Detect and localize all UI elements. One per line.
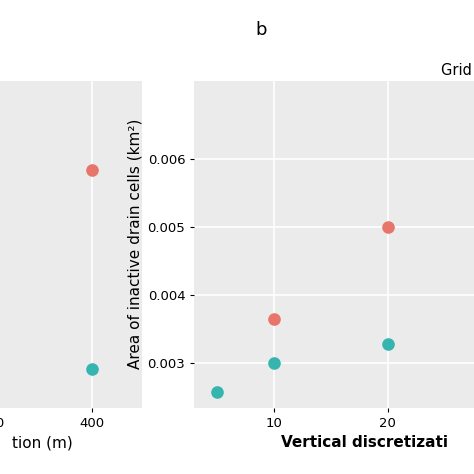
Point [270,315,278,323]
Text: Grid size = 5: Grid size = 5 [441,63,474,78]
Y-axis label: Area of inactive drain cells (km²): Area of inactive drain cells (km²) [127,119,142,369]
Point [213,388,221,396]
Text: b: b [255,21,266,39]
X-axis label: Vertical discretizati: Vertical discretizati [282,435,448,450]
Point [384,223,392,231]
X-axis label: tion (m): tion (m) [12,435,73,450]
Point [270,360,278,367]
Point [89,365,96,373]
Point [384,340,392,348]
Point [89,166,96,173]
